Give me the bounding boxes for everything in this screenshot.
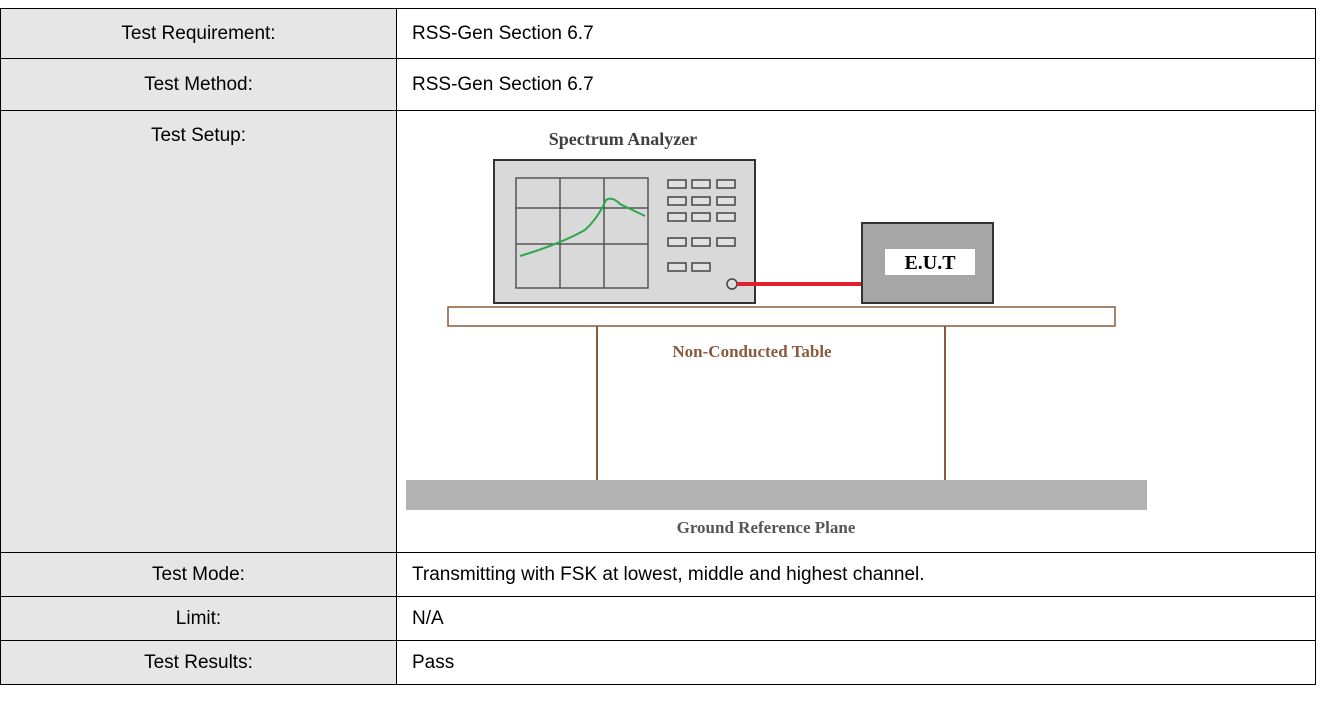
row-value: RSS-Gen Section 6.7	[396, 8, 1316, 59]
row-label: Test Results:	[0, 640, 397, 685]
row-value: Transmitting with FSK at lowest, middle …	[396, 552, 1316, 597]
row-label: Limit:	[0, 596, 397, 641]
row-value: N/A	[396, 596, 1316, 641]
row-label: Test Setup:	[0, 110, 397, 553]
row-value: RSS-Gen Section 6.7	[396, 58, 1316, 111]
row-value	[396, 110, 1316, 553]
row-label: Test Method:	[0, 58, 397, 111]
row-value: Pass	[396, 640, 1316, 685]
row-label: Test Requirement:	[0, 8, 397, 59]
row-label: Test Mode:	[0, 552, 397, 597]
